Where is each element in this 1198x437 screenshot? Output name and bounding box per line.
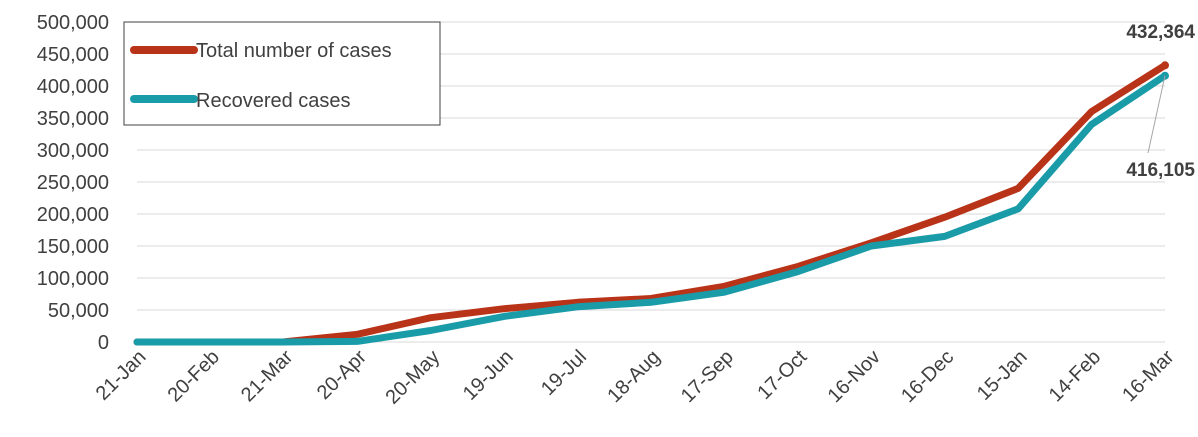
annotation-total-cases: 432,364 [1126,22,1195,43]
annotation-recovered-cases: 416,105 [1126,160,1195,181]
y-tick-label: 50,000 [48,300,109,322]
series-line-recovered-cases [133,72,1169,346]
legend-box [123,21,441,126]
x-tick-label: 20-Apr [313,346,371,404]
y-tick-label: 150,000 [37,236,109,258]
annotations: 432,364 416,105 [1126,22,1195,181]
x-tick-label: 16-Dec [897,346,958,407]
x-tick-label: 19-Jul [537,346,591,400]
x-tick-label: 21-Mar [237,346,298,407]
x-tick-label: 16-Nov [824,346,885,407]
y-tick-label: 400,000 [37,76,109,98]
legend-label-total-cases: Total number of cases [196,40,392,62]
legend-label-recovered-cases: Recovered cases [196,90,351,112]
x-axis-ticks: 21-Jan 20-Feb 21-Mar 20-Apr 20-May 19-Jun 19-J… [92,346,1179,409]
y-axis-ticks: 0 50,000 100,000 150,000 200,000 250,000 300,0… [37,12,109,354]
x-tick-label: 18-Aug [603,346,664,407]
y-tick-label: 200,000 [37,204,109,226]
y-tick-label: 300,000 [37,140,109,162]
x-tick-label: 15-Jan [973,346,1032,405]
annotation-leader-line [1147,75,1166,154]
data-point-end [1161,61,1169,70]
y-tick-label: 350,000 [37,108,109,130]
y-tick-label: 500,000 [37,12,109,34]
y-tick-label: 450,000 [37,44,109,66]
x-tick-label: 20-Feb [164,346,224,406]
x-tick-label: 14-Feb [1045,346,1105,406]
x-tick-label: 17-Oct [753,346,811,404]
legend: Total number of cases Recovered cases [123,21,441,126]
y-tick-label: 0 [98,332,109,354]
x-tick-label: 17-Sep [677,346,738,407]
x-tick-label: 16-Mar [1118,346,1179,407]
x-tick-label: 19-Jun [459,346,518,405]
x-tick-label: 21-Jan [92,346,151,405]
y-tick-label: 100,000 [37,268,109,290]
y-tick-label: 250,000 [37,172,109,194]
series-lines [133,61,1169,346]
x-tick-label: 20-May [382,346,445,409]
